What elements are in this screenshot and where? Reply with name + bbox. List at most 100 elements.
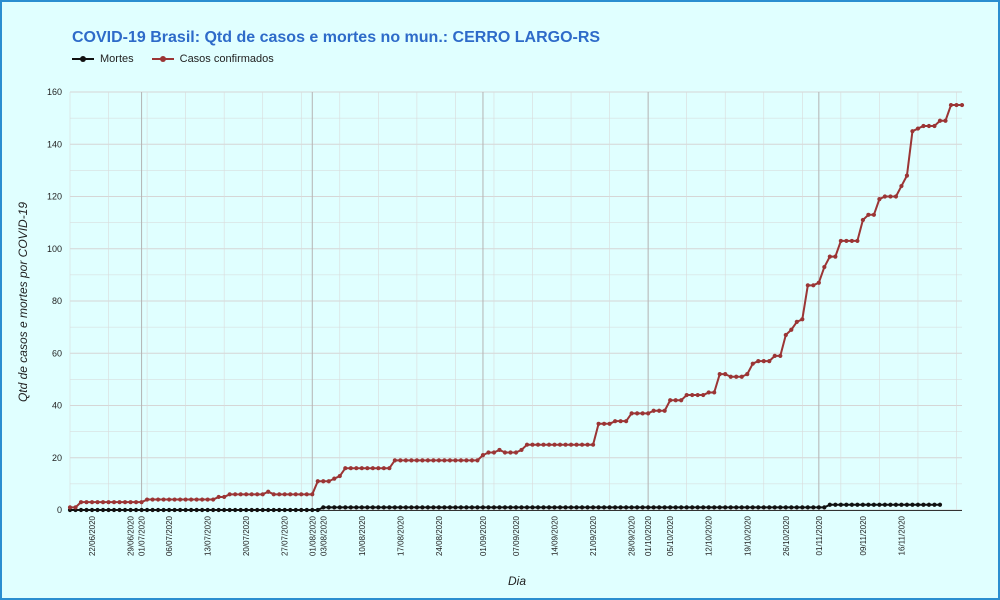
x-tick: 16/11/2020 <box>897 515 906 555</box>
x-tick-label: 17/08/2020 <box>396 515 405 556</box>
data-point-mortes <box>932 502 937 507</box>
data-point-mortes <box>866 502 871 507</box>
data-point-mortes <box>144 507 150 513</box>
data-point-casos <box>491 450 497 455</box>
x-tick-label: 28/09/2020 <box>628 515 637 556</box>
data-point-mortes <box>464 505 469 510</box>
data-point-mortes <box>387 505 392 510</box>
data-point-mortes <box>111 507 117 513</box>
data-point-mortes <box>299 507 304 513</box>
data-point-mortes <box>133 507 139 513</box>
x-tick: 01/11/2020 <box>815 515 824 555</box>
data-point-mortes <box>431 505 436 510</box>
x-tick: 01/08/2020 <box>308 515 317 556</box>
data-point-casos <box>442 458 447 463</box>
data-point-casos <box>78 500 84 505</box>
data-point-casos <box>657 408 662 413</box>
data-point-casos <box>855 238 860 244</box>
data-point-casos <box>260 492 265 497</box>
data-point-casos <box>84 500 89 505</box>
data-point-casos <box>932 123 937 129</box>
x-tick: 26/10/2020 <box>782 515 791 556</box>
data-point-casos <box>750 361 755 366</box>
data-point-mortes <box>211 507 216 513</box>
data-point-mortes <box>447 505 453 510</box>
data-point-mortes <box>469 505 475 510</box>
data-point-casos <box>772 353 777 358</box>
data-point-casos <box>144 497 150 502</box>
data-point-casos <box>756 358 761 364</box>
data-point-casos <box>150 497 155 502</box>
data-point-mortes <box>937 502 943 507</box>
data-point-mortes <box>205 507 210 513</box>
data-point-casos <box>486 450 491 455</box>
data-point-casos <box>122 500 128 505</box>
data-point-casos <box>635 411 640 416</box>
data-point-casos <box>739 374 744 379</box>
data-point-mortes <box>899 502 904 507</box>
data-point-mortes <box>706 505 711 510</box>
data-point-mortes <box>579 505 585 510</box>
data-point-casos <box>497 447 502 453</box>
data-point-casos <box>673 398 678 403</box>
data-point-mortes <box>910 502 915 507</box>
data-point-mortes <box>563 505 568 510</box>
data-point-mortes <box>277 507 282 513</box>
data-point-casos <box>271 492 276 497</box>
data-point-mortes <box>370 505 375 510</box>
x-tick: 05/10/2020 <box>666 515 675 556</box>
legend-item-mortes[interactable]: Mortes <box>72 53 134 65</box>
data-point-casos <box>359 466 364 471</box>
data-point-mortes <box>640 505 645 510</box>
data-point-casos <box>310 492 315 497</box>
data-point-casos <box>882 194 888 199</box>
x-tick-label: 16/11/2020 <box>897 515 906 555</box>
data-point-mortes <box>778 505 783 510</box>
data-point-casos <box>563 442 568 447</box>
data-point-mortes <box>403 505 408 510</box>
data-point-casos <box>679 398 684 403</box>
data-point-casos <box>662 408 667 413</box>
data-point-casos <box>133 500 139 505</box>
legend-swatch-casos <box>151 54 174 64</box>
data-point-mortes <box>155 507 161 513</box>
legend-item-casos[interactable]: Casos confirmados <box>151 53 274 65</box>
data-point-casos <box>326 479 331 484</box>
data-point-mortes <box>480 505 486 510</box>
data-point-casos <box>469 458 475 463</box>
data-point-mortes <box>513 505 519 510</box>
data-point-casos <box>392 458 397 463</box>
x-tick-label: 22/06/2020 <box>88 515 97 556</box>
data-point-casos <box>816 280 821 285</box>
data-point-mortes <box>502 505 508 510</box>
data-point-mortes <box>723 505 728 510</box>
y-tick-label: 160 <box>47 87 62 97</box>
data-point-mortes <box>475 505 480 510</box>
data-point-mortes <box>414 505 419 510</box>
data-point-mortes <box>458 505 464 510</box>
data-point-casos <box>728 374 733 379</box>
data-point-casos <box>629 411 634 416</box>
data-point-mortes <box>546 505 552 510</box>
data-point-mortes <box>552 505 557 510</box>
data-point-casos <box>794 319 799 324</box>
data-point-casos <box>73 505 78 510</box>
data-point-casos <box>343 466 348 471</box>
data-point-mortes <box>772 505 777 510</box>
x-tick: 28/09/2020 <box>628 515 637 556</box>
data-point-casos <box>651 408 656 413</box>
x-tick: 22/06/2020 <box>88 515 97 556</box>
data-point-mortes <box>216 507 221 513</box>
data-point-mortes <box>420 505 425 510</box>
data-point-casos <box>106 500 111 505</box>
data-point-casos <box>238 492 243 497</box>
data-point-mortes <box>618 505 623 510</box>
data-point-casos <box>458 458 464 463</box>
data-point-casos <box>167 497 172 502</box>
data-point-casos <box>420 458 425 463</box>
data-point-mortes <box>491 505 497 510</box>
data-point-casos <box>464 458 469 463</box>
data-point-casos <box>502 450 508 455</box>
data-point-mortes <box>222 507 227 513</box>
x-tick-label: 12/10/2020 <box>705 515 714 556</box>
